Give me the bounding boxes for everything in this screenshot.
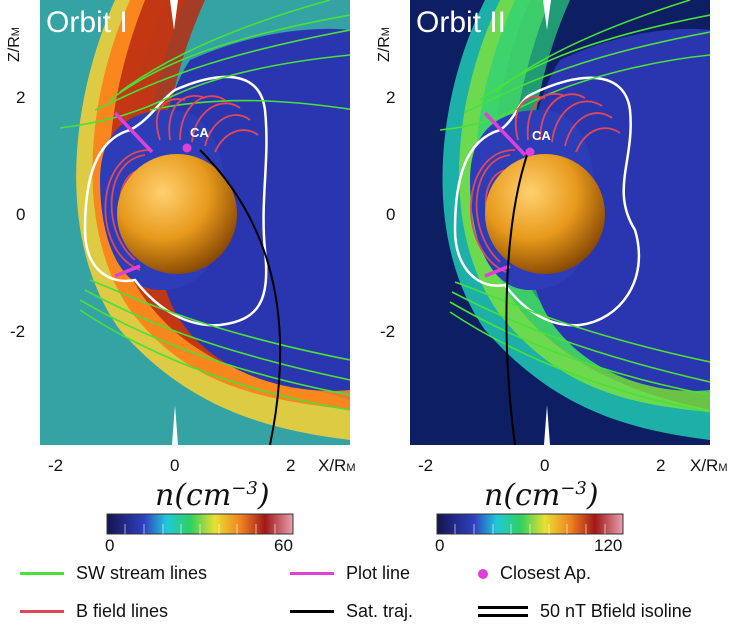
- colorbar-max: 120: [594, 536, 623, 555]
- closest-approach-dot-icon: [478, 568, 488, 579]
- panel-title: Orbit II: [416, 6, 507, 39]
- panel-orbit-1: Orbit I CA Z/RM 2 0 -2 -2 0 2 X/RM: [0, 0, 370, 632]
- y-tick: 0: [386, 205, 396, 224]
- y-tick: 2: [16, 88, 26, 107]
- density-plot-orbit-1: [40, 0, 350, 445]
- colorbar-title: n(cm−3): [155, 478, 270, 513]
- x-tick: 0: [170, 456, 180, 475]
- legend-label: Sat. traj.: [346, 601, 414, 621]
- colorbars: [106, 513, 624, 535]
- legend-plot-line: Plot line: [290, 563, 410, 584]
- y-axis-label: Z/RM: [6, 27, 23, 62]
- panel-title: Orbit I: [46, 6, 128, 39]
- y-axis-label: Z/RM: [376, 27, 393, 62]
- legend-label: Closest Ap.: [500, 563, 592, 583]
- x-axis-label: X/RM: [690, 456, 728, 475]
- colorbar-min: 0: [105, 536, 115, 555]
- panel-orbit-2: Orbit II CA Z/RM 2 0 -2 -2 0 2 X/RM: [370, 0, 747, 632]
- y-tick: 0: [16, 205, 26, 224]
- double-line-icon: [478, 606, 528, 617]
- legend-label: SW stream lines: [76, 563, 208, 583]
- legend-swatch: [290, 610, 334, 613]
- closest-approach-label: CA: [190, 125, 209, 140]
- closest-approach-label: CA: [532, 128, 551, 143]
- legend-label: 50 nT Bfield isoline: [540, 601, 692, 621]
- y-tick: -2: [380, 322, 396, 341]
- y-tick: 2: [386, 88, 396, 107]
- legend-b-field-lines: B field lines: [20, 601, 168, 622]
- legend-swatch: [290, 572, 334, 575]
- density-plot-orbit-2: [410, 0, 710, 445]
- x-tick: 0: [540, 456, 550, 475]
- legend-swatch: [20, 610, 64, 613]
- colorbar-min: 0: [435, 536, 445, 555]
- legend-isoline: 50 nT Bfield isoline: [478, 601, 692, 622]
- legend-sat-traj: Sat. traj.: [290, 601, 413, 622]
- x-tick: 2: [656, 456, 666, 475]
- colorbar-max: 60: [274, 536, 293, 555]
- x-tick: -2: [48, 456, 64, 475]
- y-tick: -2: [10, 322, 26, 341]
- legend-sw-stream-lines: SW stream lines: [20, 563, 207, 584]
- x-tick: -2: [418, 456, 434, 475]
- legend-closest-approach: Closest Ap.: [478, 563, 591, 584]
- legend-label: Plot line: [346, 563, 411, 583]
- legend-label: B field lines: [76, 601, 169, 621]
- x-axis-label: X/RM: [318, 456, 356, 475]
- x-tick: 2: [286, 456, 296, 475]
- colorbar-title: n(cm−3): [484, 478, 599, 513]
- legend-swatch: [20, 572, 64, 575]
